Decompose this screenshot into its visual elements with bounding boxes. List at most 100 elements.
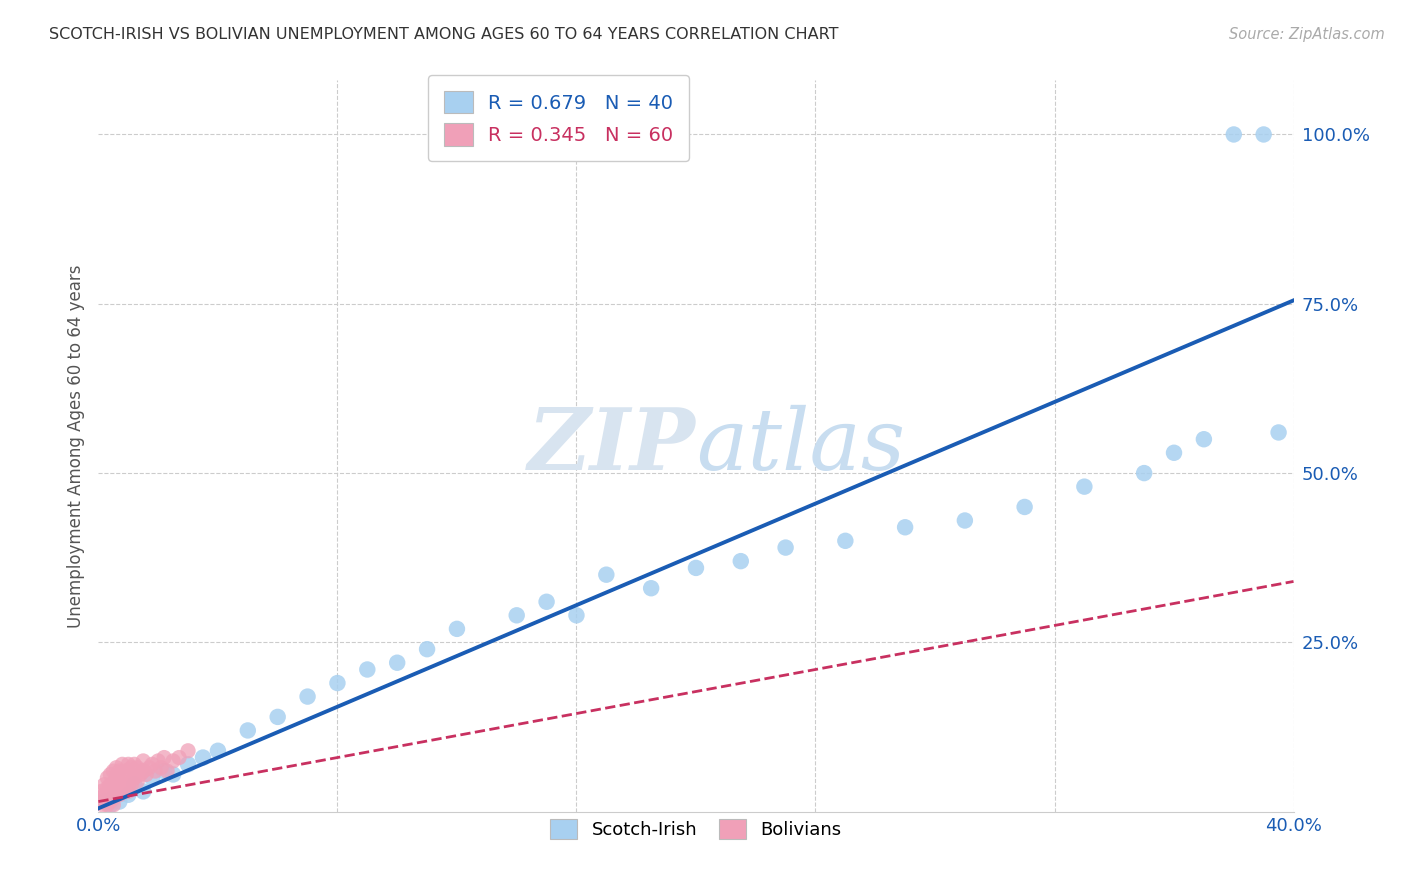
Point bbox=[132, 754, 155, 768]
Point bbox=[108, 764, 131, 778]
Point bbox=[129, 767, 152, 781]
Point bbox=[207, 744, 229, 758]
Point bbox=[775, 541, 797, 555]
Point bbox=[132, 764, 155, 778]
Point bbox=[297, 690, 319, 704]
Point bbox=[953, 514, 976, 528]
Point bbox=[894, 520, 917, 534]
Point bbox=[148, 754, 170, 768]
Point bbox=[89, 791, 111, 805]
Point bbox=[730, 554, 752, 568]
Point bbox=[536, 595, 558, 609]
Point bbox=[127, 761, 149, 775]
Point bbox=[124, 771, 146, 785]
Text: ZIP: ZIP bbox=[529, 404, 696, 488]
Point bbox=[1223, 128, 1246, 142]
Point bbox=[96, 797, 118, 812]
Point bbox=[98, 795, 122, 809]
Point bbox=[98, 767, 122, 781]
Point bbox=[105, 784, 128, 798]
Point bbox=[108, 788, 131, 802]
Point bbox=[356, 663, 378, 677]
Point bbox=[167, 750, 190, 764]
Point bbox=[117, 767, 139, 781]
Point bbox=[1192, 432, 1215, 446]
Point bbox=[191, 750, 214, 764]
Point bbox=[565, 608, 588, 623]
Text: Source: ZipAtlas.com: Source: ZipAtlas.com bbox=[1229, 27, 1385, 42]
Point bbox=[117, 757, 139, 772]
Point bbox=[153, 764, 176, 778]
Point bbox=[105, 788, 128, 802]
Point bbox=[236, 723, 259, 738]
Point bbox=[93, 778, 115, 792]
Point bbox=[1267, 425, 1289, 440]
Point bbox=[156, 764, 179, 778]
Point bbox=[177, 744, 200, 758]
Point bbox=[90, 784, 112, 798]
Point bbox=[103, 791, 125, 805]
Point bbox=[103, 791, 125, 805]
Point bbox=[103, 797, 125, 812]
Point bbox=[143, 764, 166, 778]
Point bbox=[124, 771, 146, 785]
Point bbox=[98, 797, 122, 812]
Point bbox=[103, 788, 125, 802]
Text: atlas: atlas bbox=[696, 405, 905, 487]
Point bbox=[108, 795, 131, 809]
Point bbox=[124, 757, 146, 772]
Point bbox=[1253, 128, 1275, 142]
Point bbox=[117, 778, 139, 792]
Y-axis label: Unemployment Among Ages 60 to 64 years: Unemployment Among Ages 60 to 64 years bbox=[66, 264, 84, 628]
Point bbox=[114, 778, 136, 792]
Point bbox=[105, 771, 128, 785]
Point bbox=[162, 754, 184, 768]
Point bbox=[103, 778, 125, 792]
Point bbox=[120, 761, 142, 775]
Point bbox=[132, 784, 155, 798]
Point bbox=[162, 767, 184, 781]
Point bbox=[96, 771, 118, 785]
Point bbox=[834, 533, 856, 548]
Point bbox=[385, 656, 409, 670]
Point bbox=[127, 774, 149, 789]
Point bbox=[177, 757, 200, 772]
Point bbox=[120, 778, 142, 792]
Point bbox=[93, 795, 115, 809]
Point bbox=[153, 750, 176, 764]
Legend: Scotch-Irish, Bolivians: Scotch-Irish, Bolivians bbox=[536, 805, 856, 854]
Point bbox=[1014, 500, 1036, 514]
Point bbox=[135, 767, 157, 781]
Point bbox=[117, 788, 139, 802]
Point bbox=[640, 581, 662, 595]
Point bbox=[132, 764, 155, 778]
Point bbox=[103, 764, 125, 778]
Point bbox=[1133, 466, 1156, 480]
Point bbox=[1073, 480, 1095, 494]
Point bbox=[96, 780, 118, 795]
Point bbox=[114, 778, 136, 792]
Point bbox=[685, 561, 707, 575]
Point bbox=[141, 757, 163, 772]
Point bbox=[111, 767, 134, 781]
Point bbox=[105, 761, 128, 775]
Point bbox=[150, 761, 173, 775]
Point bbox=[416, 642, 439, 657]
Point bbox=[138, 761, 160, 775]
Point bbox=[1163, 446, 1185, 460]
Point bbox=[124, 778, 146, 792]
Point bbox=[595, 567, 617, 582]
Point bbox=[326, 676, 349, 690]
Point bbox=[117, 784, 139, 798]
Point bbox=[111, 780, 134, 795]
Point bbox=[98, 778, 122, 792]
Point bbox=[114, 764, 136, 778]
Point bbox=[108, 784, 131, 798]
Point bbox=[96, 795, 118, 809]
Point bbox=[506, 608, 529, 623]
Point bbox=[141, 771, 163, 785]
Text: SCOTCH-IRISH VS BOLIVIAN UNEMPLOYMENT AMONG AGES 60 TO 64 YEARS CORRELATION CHAR: SCOTCH-IRISH VS BOLIVIAN UNEMPLOYMENT AM… bbox=[49, 27, 839, 42]
Point bbox=[111, 780, 134, 795]
Point bbox=[111, 757, 134, 772]
Point bbox=[98, 791, 122, 805]
